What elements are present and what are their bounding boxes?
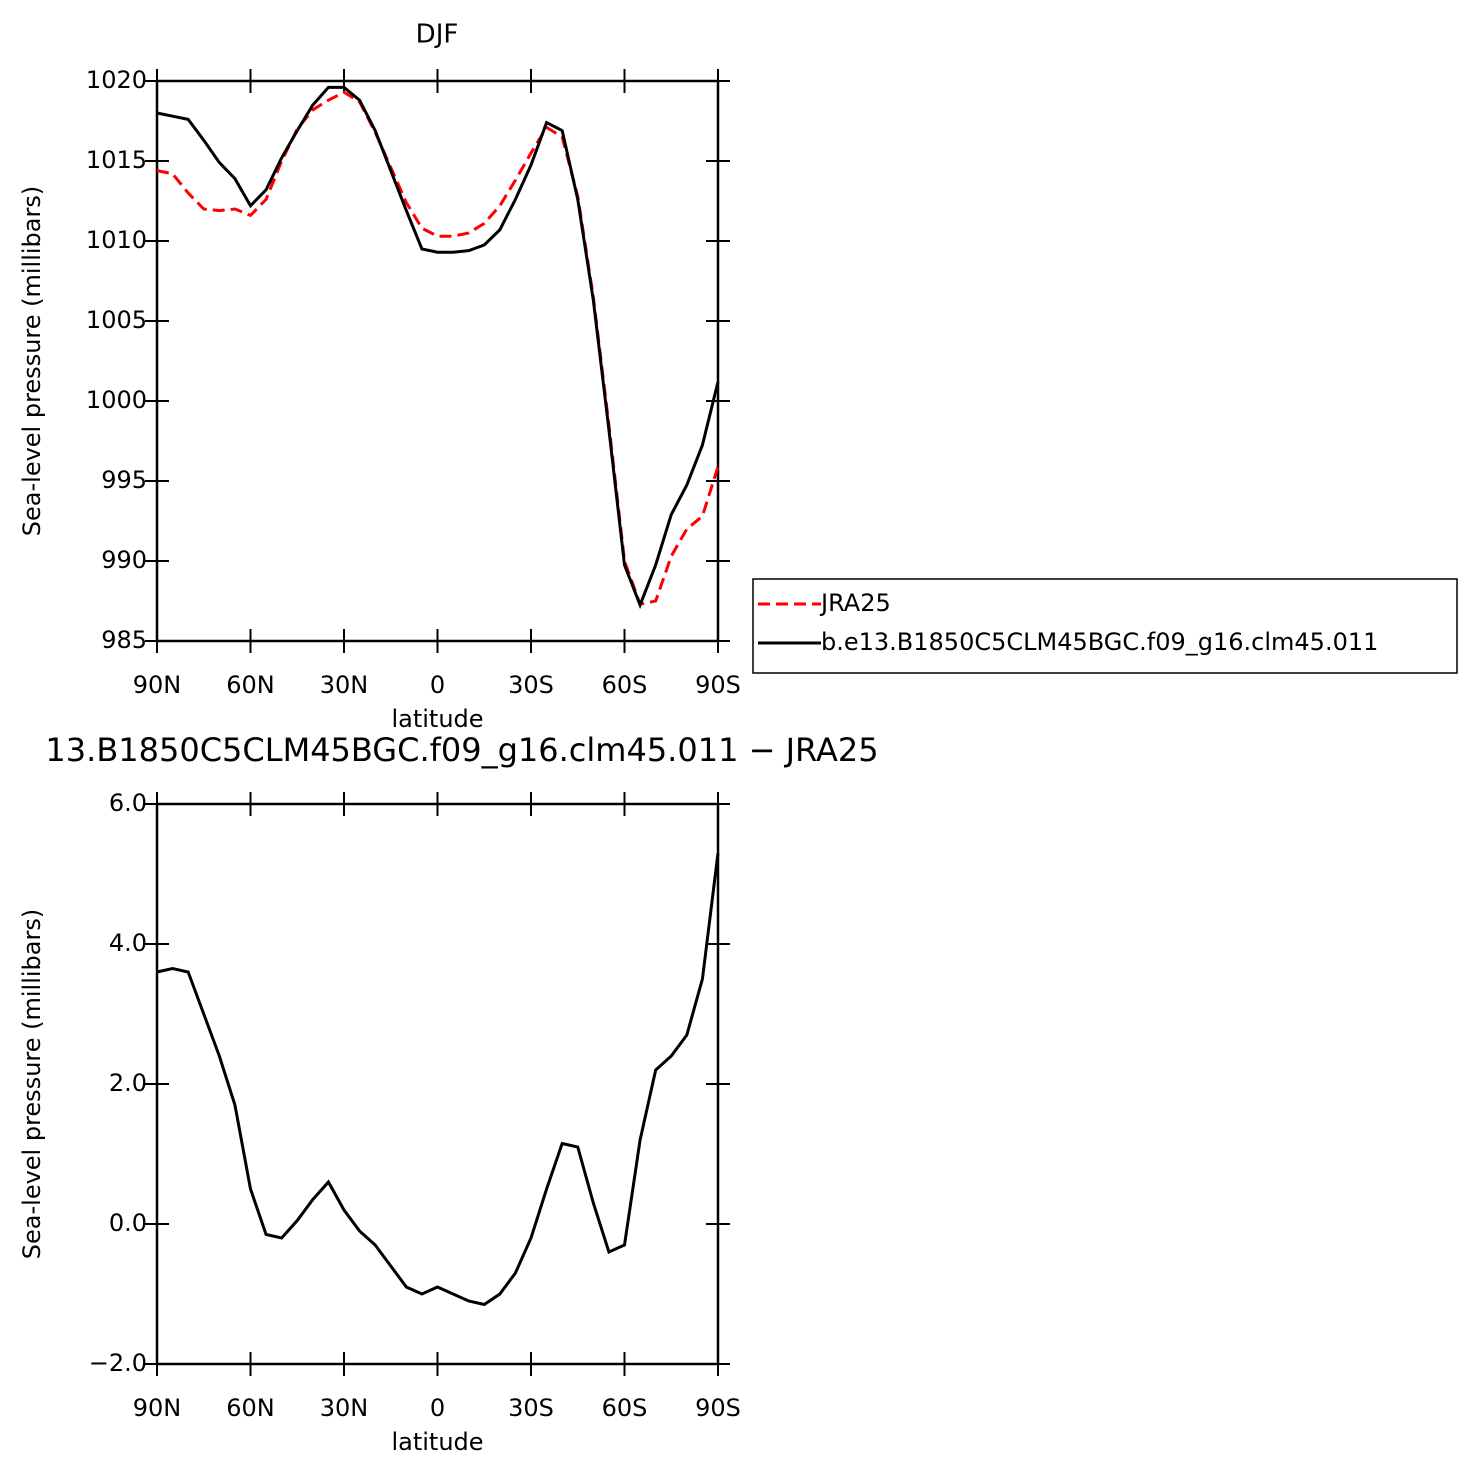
y-tick-label: 0.0 [109, 1209, 147, 1237]
y-tick-label: 990 [101, 546, 147, 574]
x-tick-label: 60N [226, 671, 275, 699]
x-tick-label: 90N [133, 1394, 182, 1422]
x-tick-label: 90S [695, 1394, 741, 1422]
x-tick-label: 60N [226, 1394, 275, 1422]
y-axis-label: Sea-level pressure (millibars) [18, 909, 46, 1259]
y-tick-label: 1010 [86, 226, 147, 254]
y-tick-label: 1015 [86, 146, 147, 174]
y-tick-label: 6.0 [109, 789, 147, 817]
x-tick-label: 30S [508, 671, 554, 699]
y-tick-label: 2.0 [109, 1069, 147, 1097]
y-tick-label: −2.0 [89, 1349, 147, 1377]
x-tick-label: 60S [602, 671, 648, 699]
data-line [156, 852, 720, 1307]
x-axis-label: latitude [391, 705, 483, 733]
chart-title: DJF [416, 20, 459, 50]
x-tick-label: 30N [320, 1394, 369, 1422]
x-tick-label: 0 [430, 671, 445, 699]
y-tick-label: 1000 [86, 386, 147, 414]
y-tick-label: 1020 [86, 66, 147, 94]
data-line [156, 85, 720, 610]
legend-label: JRA25 [819, 589, 891, 617]
legend-label: b.e13.B1850C5CLM45BGC.f09_g16.clm45.011 [821, 628, 1378, 656]
y-tick-label: 1005 [86, 306, 147, 334]
y-tick-label: 995 [101, 466, 147, 494]
legend: JRA25 b.e13.B1850C5CLM45BGC.f09_g16.clm45… [752, 578, 1458, 674]
legend-box [752, 578, 1458, 674]
y-axis-label: Sea-level pressure (millibars) [18, 186, 46, 536]
y-tick-label: 4.0 [109, 929, 147, 957]
x-tick-label: 90S [695, 671, 741, 699]
x-tick-label: 30S [508, 1394, 554, 1422]
x-tick-label: 30N [320, 671, 369, 699]
y-tick-label: 985 [101, 626, 147, 654]
chart-title: 13.B1850C5CLM45BGC.f09_g16.clm45.011 − J… [45, 731, 878, 769]
plot-frame [155, 802, 720, 1366]
plot-frame [155, 79, 720, 643]
x-axis-label: latitude [391, 1428, 483, 1456]
data-line [156, 90, 720, 606]
x-tick-label: 90N [133, 671, 182, 699]
x-tick-label: 60S [602, 1394, 648, 1422]
x-tick-label: 0 [430, 1394, 445, 1422]
